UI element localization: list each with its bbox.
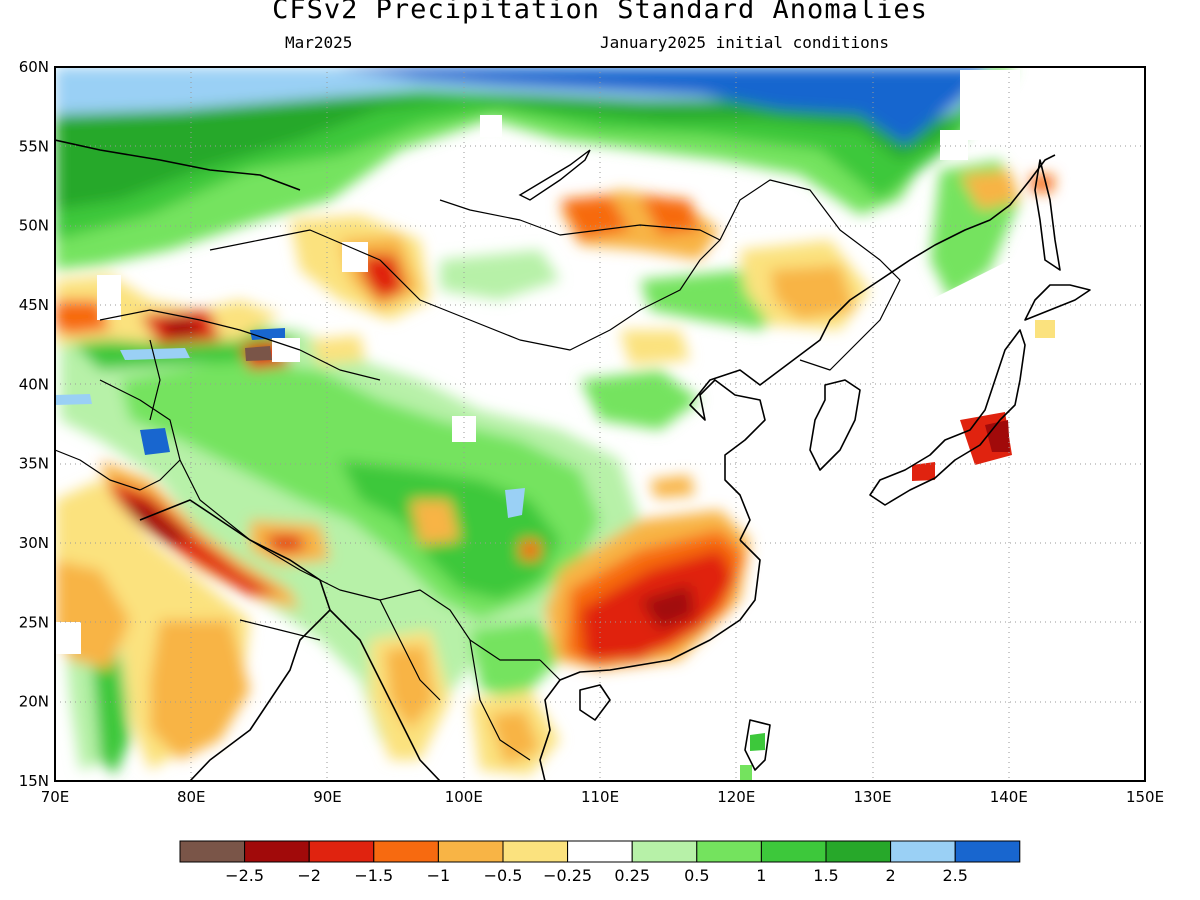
lat-tick-label: 30N [19, 534, 49, 552]
lat-tick-label: 60N [19, 58, 49, 76]
colorbar-label: 0.25 [614, 866, 650, 885]
colorbar-label: −1 [427, 866, 451, 885]
colorbar-label: −2.5 [225, 866, 264, 885]
map-frame [54, 66, 1146, 782]
colorbar-swatch [825, 840, 892, 863]
coastlines [55, 139, 1091, 781]
lat-tick-label: 35N [19, 455, 49, 473]
colorbar-swatch [373, 840, 439, 863]
colorbar [179, 840, 1021, 863]
colorbar-label: 2.5 [942, 866, 967, 885]
lon-tick-label: 110E [581, 788, 619, 806]
colorbar-swatch [760, 840, 827, 863]
colorbar-labels: −2.5 −2 −1.5 −1 −0.5 −0.25 0.25 0.5 1 1.5 2 2.5 [225, 866, 968, 885]
colorbar-swatch [179, 840, 246, 863]
colorbar-label: 0.5 [684, 866, 709, 885]
colorbar-label: 1 [756, 866, 766, 885]
initial-conditions-label: January2025 initial conditions [600, 33, 889, 52]
longitude-labels: 70E 80E 90E 100E 110E 120E 130E 140E 150E [41, 788, 1164, 806]
lat-tick-label: 50N [19, 217, 49, 235]
country-borders [55, 179, 901, 761]
colorbar-swatch [437, 840, 504, 863]
lon-tick-label: 150E [1126, 788, 1164, 806]
lat-tick-label: 40N [19, 375, 49, 393]
colorbar-swatch [244, 840, 310, 863]
lon-tick-label: 120E [717, 788, 755, 806]
lon-tick-label: 80E [177, 788, 206, 806]
colorbar-swatch [954, 840, 1021, 863]
precip-anomaly-field [55, 67, 1145, 781]
colorbar-swatch [890, 840, 956, 863]
lat-tick-label: 15N [19, 772, 49, 790]
lon-tick-label: 130E [853, 788, 891, 806]
chart-title: CFSv2 Precipitation Standard Anomalies [272, 0, 928, 25]
colorbar-swatch [502, 840, 569, 863]
lon-tick-label: 90E [313, 788, 342, 806]
lat-tick-label: 55N [19, 137, 49, 155]
colorbar-label: 1.5 [813, 866, 838, 885]
lat-tick-label: 20N [19, 693, 49, 711]
colorbar-label: −0.25 [543, 866, 592, 885]
colorbar-label: −1.5 [354, 866, 393, 885]
lat-tick-label: 45N [19, 296, 49, 314]
colorbar-swatch [567, 840, 633, 863]
lon-tick-label: 140E [990, 788, 1028, 806]
lat-tick-label: 25N [19, 613, 49, 631]
colorbar-swatch [631, 840, 698, 863]
lon-tick-label: 100E [445, 788, 483, 806]
latitude-labels: 15N 20N 25N 30N 35N 40N 45N 50N 55N 60N [19, 58, 49, 790]
lon-tick-label: 70E [41, 788, 70, 806]
colorbar-label: −2 [297, 866, 321, 885]
forecast-month: Mar2025 [285, 33, 353, 52]
colorbar-label: 2 [886, 866, 896, 885]
colorbar-swatch [696, 840, 762, 863]
colorbar-swatch [308, 840, 375, 863]
colorbar-label: −0.5 [484, 866, 523, 885]
graticule [55, 67, 1145, 781]
